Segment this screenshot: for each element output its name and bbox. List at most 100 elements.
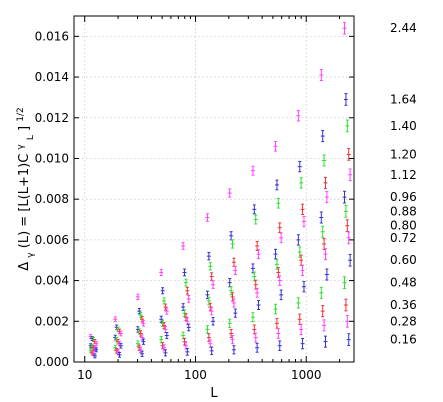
data-point: [323, 248, 328, 261]
data-point: [255, 342, 260, 353]
series-label-1.20: 1.20: [390, 147, 417, 161]
data-point: [279, 289, 284, 301]
axis-ticks: 0.000 0.002 0.004 0.006 0.008 0.010 0.012 0.014…: [35, 16, 354, 382]
y-tick-label: 0.000: [35, 355, 69, 369]
series-1.40: [91, 119, 350, 343]
data-point: [118, 330, 123, 337]
data-point: [323, 335, 328, 348]
data-point: [164, 307, 169, 315]
data-point: [279, 232, 284, 244]
data-point: [164, 331, 169, 340]
data-point: [345, 219, 350, 232]
data-point: [138, 346, 143, 353]
data-point: [345, 314, 350, 328]
data-point: [277, 340, 282, 352]
data-point: [319, 211, 324, 224]
data-point: [183, 278, 188, 287]
data-point: [274, 318, 279, 329]
series-label-1.12: 1.12: [390, 168, 417, 182]
series-0.60: [94, 253, 353, 353]
data-point: [206, 251, 211, 261]
data-point: [253, 214, 258, 225]
series-label-0.72: 0.72: [390, 231, 417, 245]
series-labels: 2.44 1.64 1.40 1.20 1.12 0.960.880.800.72 0.60…: [390, 21, 417, 346]
data-point: [250, 312, 255, 323]
data-point: [231, 345, 236, 355]
data-point: [141, 320, 146, 327]
x-axis-label: L: [210, 386, 218, 401]
data-point: [159, 336, 164, 344]
data-point: [273, 303, 278, 315]
data-point: [276, 197, 281, 209]
data-point: [277, 222, 282, 233]
data-point: [343, 298, 348, 312]
plot-frame: [73, 15, 355, 363]
data-point: [299, 177, 304, 189]
data-point: [233, 308, 238, 318]
data-point: [346, 231, 351, 245]
series-label-0.36: 0.36: [390, 298, 417, 312]
data-point: [250, 263, 255, 274]
data-point: [343, 93, 348, 106]
series-label-2.44: 2.44: [390, 21, 417, 35]
series-label-1.64: 1.64: [390, 92, 417, 106]
data-point: [343, 205, 348, 218]
data-point: [94, 347, 99, 353]
data-point: [345, 119, 350, 133]
data-point: [320, 225, 325, 238]
series-0.96: [88, 190, 347, 349]
data-point: [181, 242, 186, 250]
data-point: [253, 279, 258, 290]
data-point: [348, 168, 353, 182]
y-axis-label-close: ]: [17, 126, 32, 131]
data-point: [182, 268, 187, 277]
data-point: [135, 293, 140, 301]
series-0.28: [91, 314, 350, 357]
data-point: [205, 213, 210, 222]
series-0.72: [92, 231, 351, 352]
series-1.20: [92, 148, 351, 345]
data-point: [230, 239, 235, 249]
data-point: [320, 305, 325, 318]
data-point: [141, 338, 146, 345]
data-point: [186, 295, 191, 303]
series-0.80: [91, 219, 350, 351]
data-point: [205, 325, 210, 334]
y-axis-label-sub2: L: [26, 135, 36, 140]
data-point: [300, 264, 305, 277]
grid-lines: [74, 16, 354, 362]
data-point: [300, 338, 305, 350]
data-marks: [88, 21, 353, 359]
data-point: [159, 268, 164, 276]
data-point: [230, 335, 235, 345]
data-point: [162, 297, 167, 305]
data-point: [297, 313, 302, 325]
data-point: [299, 323, 304, 336]
data-point: [273, 248, 278, 260]
series-label-0.16: 0.16: [390, 333, 417, 347]
data-point: [342, 190, 347, 204]
data-point: [255, 241, 260, 251]
data-point: [348, 253, 353, 267]
data-point: [113, 316, 118, 323]
data-point: [185, 286, 190, 295]
data-point: [252, 324, 257, 335]
data-point: [322, 154, 327, 167]
series-0.36: [90, 298, 348, 356]
data-point: [231, 298, 236, 308]
y-axis-label-sup3: 1/2: [16, 107, 26, 121]
series-0.88: [90, 205, 348, 350]
y-tick-label: 0.006: [35, 233, 69, 247]
y-tick-label: 0.014: [35, 70, 69, 84]
data-point: [342, 276, 347, 289]
series-label-0.28: 0.28: [390, 314, 417, 328]
x-tick-label: 10: [77, 368, 92, 382]
series-label-0.48: 0.48: [390, 276, 417, 290]
y-tick-label: 0.010: [35, 151, 69, 165]
y-tick-label: 0.016: [35, 29, 69, 43]
data-point: [323, 176, 328, 189]
data-point: [229, 231, 234, 241]
y-axis-label-sub1: γ: [26, 252, 36, 258]
data-point: [296, 110, 301, 122]
